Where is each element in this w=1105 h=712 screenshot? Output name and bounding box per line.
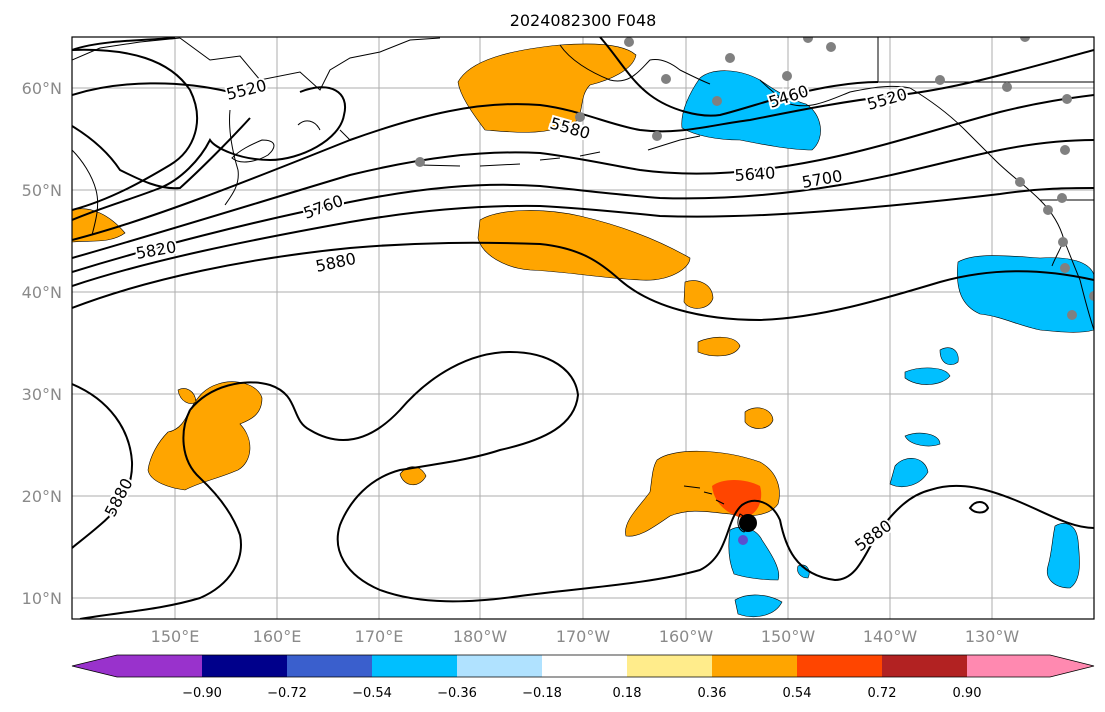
lon-label: 140°W <box>863 627 918 646</box>
colorbar-outline <box>71 654 1095 678</box>
colorbar-label: 0.36 <box>698 686 727 701</box>
contour-label: 5880 <box>314 249 358 276</box>
colorbar-labels: −0.90 −0.72 −0.54 −0.36 −0.18 0.18 0.36 … <box>182 686 981 701</box>
contour-label: 5580 <box>548 114 592 143</box>
colorbar-swatch <box>117 655 202 677</box>
positive-anomaly-regions <box>72 43 780 537</box>
lon-label: 180°W <box>453 627 508 646</box>
colorbar-label: 0.72 <box>868 686 897 701</box>
lon-label: 130°W <box>965 627 1020 646</box>
coastlines <box>72 37 1094 533</box>
station-dots <box>415 37 1094 320</box>
gridlines <box>72 37 1094 619</box>
contour-label: 5520 <box>865 84 909 113</box>
lat-label: 60°N <box>22 79 62 98</box>
location-marker <box>739 514 757 532</box>
colorbar-swatch <box>457 655 542 677</box>
colorbar-label: −0.54 <box>352 686 392 701</box>
colorbar-swatch <box>627 655 712 677</box>
colorbar-swatch <box>967 655 1050 677</box>
colorbar-label: 0.54 <box>783 686 812 701</box>
contour-label: 5640 <box>734 163 776 185</box>
negative-anomaly-regions <box>681 70 1094 617</box>
colorbar-label: −0.18 <box>522 686 562 701</box>
colorbar-label: 0.18 <box>613 686 642 701</box>
colorbar-swatch <box>882 655 967 677</box>
colorbar-label: −0.90 <box>182 686 222 701</box>
colorbar-label: −0.72 <box>267 686 307 701</box>
lat-label: 30°N <box>22 385 62 404</box>
colorbar-label: 0.90 <box>953 686 982 701</box>
colorbar-swatch <box>372 655 457 677</box>
colorbar-swatch <box>712 655 797 677</box>
lon-label: 160°E <box>253 627 302 646</box>
map-title: 2024082300 F048 <box>510 11 657 30</box>
contour-label: 5700 <box>800 166 843 192</box>
height-contours <box>72 37 1094 619</box>
lon-label: 150°E <box>151 627 200 646</box>
longitude-labels: 150°E 160°E 170°E 180°W 170°W 160°W 150°… <box>151 627 1020 646</box>
colorbar <box>71 654 1095 678</box>
strong-positive-regions <box>712 480 762 518</box>
lon-label: 170°E <box>355 627 404 646</box>
contour-label: 5880 <box>851 516 895 555</box>
colorbar-swatch <box>287 655 372 677</box>
lat-label: 50°N <box>22 181 62 200</box>
contour-label: 5760 <box>301 191 346 223</box>
contour-label: 5880 <box>101 475 137 520</box>
latitude-labels: 10°N 20°N 30°N 40°N 50°N 60°N <box>22 79 62 608</box>
secondary-marker <box>738 535 748 545</box>
colorbar-label: −0.36 <box>437 686 477 701</box>
lat-label: 10°N <box>22 589 62 608</box>
map-frame <box>71 36 1095 620</box>
colorbar-extend-max <box>1050 655 1094 677</box>
lon-label: 150°W <box>761 627 816 646</box>
colorbar-swatch <box>202 655 287 677</box>
lon-label: 160°W <box>659 627 714 646</box>
contour-label: 5520 <box>224 76 268 104</box>
lat-label: 20°N <box>22 487 62 506</box>
lat-label: 40°N <box>22 283 62 302</box>
colorbar-extend-min <box>72 655 117 677</box>
colorbar-swatch <box>797 655 882 677</box>
lon-label: 170°W <box>556 627 611 646</box>
colorbar-swatch <box>542 655 627 677</box>
